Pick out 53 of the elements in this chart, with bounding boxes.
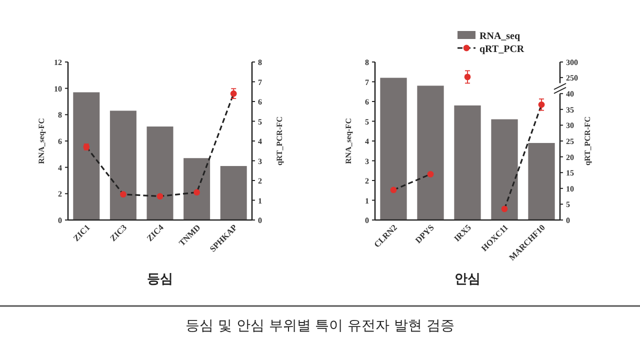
y-tick-label: 0 <box>58 216 62 225</box>
y-tick-label: 6 <box>365 98 369 106</box>
y-tick-label: 6 <box>58 137 62 146</box>
y-tick-label: 8 <box>58 110 62 120</box>
y-tick-label: 4 <box>58 163 62 172</box>
y2-tick-label: 25 <box>566 137 574 146</box>
point <box>390 186 397 194</box>
y2-tick-label: 5 <box>258 117 262 126</box>
y-tick-label: 1 <box>365 196 369 206</box>
text: 등심 및 안심 부위별 특이 유전자 발현 검증 <box>185 318 455 334</box>
y-axis-title: RNA_seq-FC <box>344 118 353 164</box>
y-axis-title: RNA_seq-FC <box>37 118 46 164</box>
y2-tick-label: 6 <box>258 98 262 106</box>
y-tick-label: 0 <box>365 216 369 225</box>
y2-tick-label: 1 <box>258 196 262 206</box>
y2-tick-label: 30 <box>566 121 574 130</box>
y2-axis-title: qRT_PCR-FC <box>583 116 592 166</box>
point <box>194 189 200 196</box>
y2-tick-label: 10 <box>566 184 574 194</box>
point <box>501 206 508 212</box>
y2-axis-title: qRT_PCR-FC <box>275 116 284 166</box>
y-tick-label: 3 <box>365 156 369 166</box>
y-tick-label: 2 <box>365 176 369 186</box>
y-tick-label: 5 <box>365 117 369 126</box>
point <box>120 191 126 198</box>
x-axis-title: 안심 <box>454 272 480 287</box>
x-axis-title: 등심 <box>147 272 173 287</box>
y2-tick-label: 0 <box>258 216 262 225</box>
y-tick-label: 2 <box>58 190 62 199</box>
y2-tick-label: 0 <box>566 216 570 225</box>
y2-tick-label: 2 <box>258 176 262 186</box>
y2-tick-label: 4 <box>258 137 262 146</box>
y-tick-label: 12 <box>54 58 62 67</box>
y3-tick-label: 300 <box>566 58 578 67</box>
y-tick-label: 7 <box>365 78 369 87</box>
y2-tick-label: 20 <box>566 152 574 162</box>
y2-tick-label: 5 <box>566 200 570 210</box>
y3-tick-label: 250 <box>566 74 578 83</box>
y-tick-label: 4 <box>365 137 369 146</box>
point <box>230 90 237 97</box>
y2-tick-label: 35 <box>566 105 574 114</box>
point <box>156 193 164 200</box>
y2-tick-label: 7 <box>258 78 262 87</box>
y2-tick-label: 15 <box>566 168 574 178</box>
legend-label: RNA_seq <box>480 31 520 42</box>
y2-tick-label: 40 <box>566 90 574 99</box>
point <box>427 170 434 178</box>
y2-tick-label: 8 <box>258 58 262 67</box>
y-tick-label: 8 <box>365 58 369 67</box>
y-tick-label: 10 <box>54 84 62 94</box>
y2-tick-label: 3 <box>258 156 262 166</box>
point <box>538 101 545 108</box>
legend-label: qRT_PCR <box>480 44 525 55</box>
